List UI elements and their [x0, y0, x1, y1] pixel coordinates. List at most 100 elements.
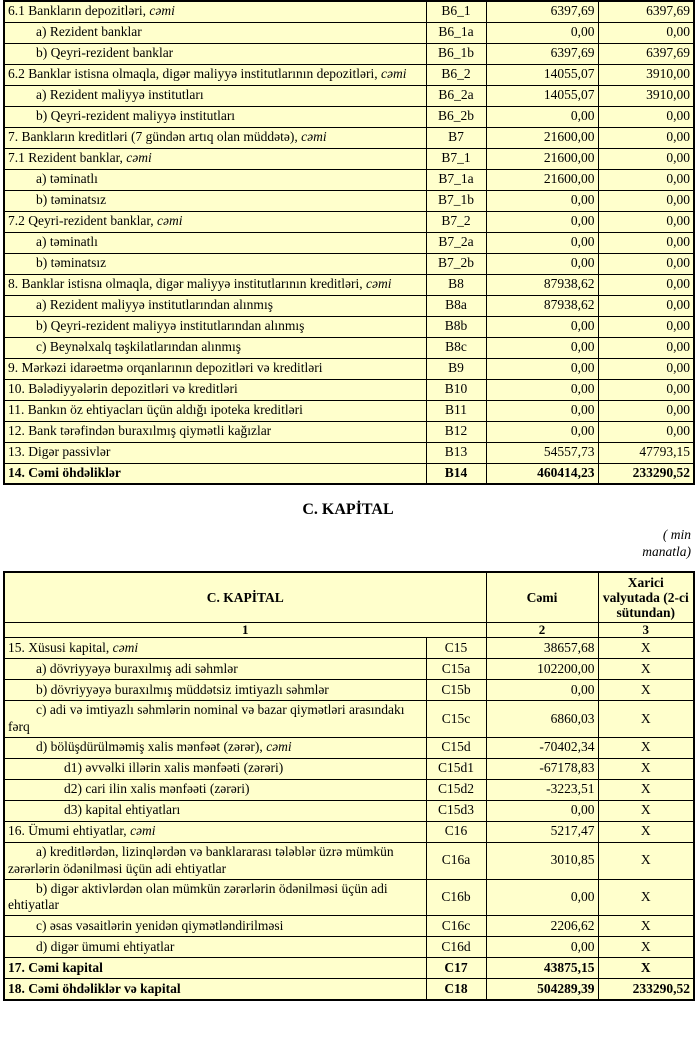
- row-foreign-cell: 6397,69: [597, 0, 695, 23]
- row-code-cell: B11: [425, 399, 487, 422]
- capital-header-title-cell: C. KAPİTAL: [3, 571, 487, 624]
- row-foreign-cell: 0,00: [597, 210, 695, 233]
- row-label-text: 10. Bələdiyyələrin depozitləri və kredit…: [8, 381, 238, 397]
- row-label-text: 18. Cəmi öhdəliklər və kapital: [8, 980, 181, 996]
- row-label-cell: b) Qeyri-rezident maliyyə institutlarınd…: [3, 315, 427, 338]
- table-row: 8. Banklar istisna olmaqla, digər maliyy…: [3, 273, 695, 296]
- row-label-italic-suffix: cəmi: [149, 3, 175, 19]
- row-label-cell: 11. Bankın öz ehtiyacları üçün aldığı ip…: [3, 399, 427, 422]
- row-label-text: a) təminatlı: [36, 171, 98, 187]
- table-row: c) adi və imtiyazlı səhmlərin nominal və…: [3, 700, 695, 738]
- row-code-cell: B6_1a: [425, 21, 487, 44]
- table-row: b) Qeyri-rezident banklar B6_1b 6397,69 639…: [3, 42, 695, 65]
- row-code-cell: B7_2a: [425, 231, 487, 254]
- row-code-cell: C15d3: [425, 799, 487, 822]
- row-foreign-cell: X: [597, 936, 695, 959]
- row-foreign-cell: 233290,52: [597, 462, 695, 485]
- table-row: d1) əvvəlki illərin xalis mənfəəti (zərə…: [3, 757, 695, 780]
- row-label-text: d3) kapital ehtiyatları: [64, 802, 181, 818]
- table-row: b) digər aktivlərdən olan mümkün zərərlə…: [3, 878, 695, 917]
- row-label-italic-suffix: cəmi: [112, 639, 139, 655]
- row-foreign-cell: X: [597, 957, 695, 980]
- row-foreign-cell: X: [597, 700, 695, 738]
- table-row: a) təminatlı B7_1a 21600,00 0,00: [3, 168, 695, 191]
- row-label-text: a) təminatlı: [36, 234, 98, 250]
- table-row: a) təminatlı B7_2a 0,00 0,00: [3, 231, 695, 254]
- row-label-cell: 6.1 Bankların depozitləri, cəmi: [3, 0, 427, 23]
- row-label-cell: c) əsas vəsaitlərin yenidən qiymətləndir…: [3, 915, 427, 938]
- row-label-cell: a) Rezident maliyyə institutlarından alı…: [3, 294, 427, 317]
- row-label-cell: a) Rezident banklar: [3, 21, 427, 44]
- liabilities-table: 6.1 Bankların depozitləri, cəmi B6_1 6397,…: [3, 0, 695, 485]
- row-foreign-cell: X: [597, 778, 695, 801]
- row-label-cell: 15. Xüsusi kapital, cəmi: [3, 637, 427, 660]
- row-foreign-cell: 0,00: [597, 273, 695, 296]
- row-label-text: b) digər aktivlərdən olan mümkün zərərlə…: [8, 880, 388, 913]
- row-total-cell: 21600,00: [485, 126, 599, 149]
- row-label-cell: c) Beynəlxalq təşkilatlarından alınmış: [3, 336, 427, 359]
- row-label-cell: b) Qeyri-rezident banklar: [3, 42, 427, 65]
- row-label-cell: 8. Banklar istisna olmaqla, digər maliyy…: [3, 273, 427, 296]
- row-code-cell: C16d: [425, 936, 487, 959]
- row-total-cell: 38657,68: [485, 637, 599, 660]
- table-row: d3) kapital ehtiyatları C15d3 0,00 X: [3, 799, 695, 822]
- row-code-cell: C15b: [425, 679, 487, 702]
- row-label-cell: 10. Bələdiyyələrin depozitləri və kredit…: [3, 378, 427, 401]
- row-label-text: d) bölüşdürülməmiş xalis mənfəət (zərər)…: [36, 739, 267, 755]
- row-total-cell: 0,00: [485, 679, 599, 702]
- row-foreign-cell: 0,00: [597, 294, 695, 317]
- row-total-cell: 21600,00: [485, 147, 599, 170]
- row-foreign-cell: X: [597, 841, 695, 880]
- row-total-cell: 0,00: [485, 936, 599, 959]
- capital-header-total-cell: Cəmi: [485, 571, 599, 624]
- liabilities-table-body: 6.1 Bankların depozitləri, cəmi B6_1 6397,…: [3, 0, 695, 485]
- row-label-cell: 13. Digər passivlər: [3, 441, 427, 464]
- row-code-cell: B6_1b: [425, 42, 487, 65]
- row-label-text: 6.1 Bankların depozitləri,: [8, 3, 150, 19]
- row-label-text: b) Qeyri-rezident maliyyə institutlarınd…: [36, 318, 305, 334]
- row-code-cell: B8a: [425, 294, 487, 317]
- row-label-text: 6.2 Banklar istisna olmaqla, digər maliy…: [8, 66, 382, 82]
- row-total-cell: 0,00: [485, 799, 599, 822]
- row-total-cell: 0,00: [485, 21, 599, 44]
- row-foreign-cell: 6397,69: [597, 42, 695, 65]
- row-label-text: 8. Banklar istisna olmaqla, digər maliyy…: [8, 276, 367, 292]
- row-label-text: b) təminatsız: [36, 255, 107, 271]
- row-label-text: 9. Mərkəzi idarəetmə orqanlarının depozi…: [8, 360, 323, 376]
- row-label-cell: d) digər ümumi ehtiyatlar: [3, 936, 427, 959]
- row-foreign-cell: 0,00: [597, 231, 695, 254]
- row-label-text: d2) cari ilin xalis mənfəəti (zərəri): [64, 781, 250, 797]
- row-label-italic-suffix: cəmi: [157, 213, 183, 229]
- table-row: 11. Bankın öz ehtiyacları üçün aldığı ip…: [3, 399, 695, 422]
- table-row: c) əsas vəsaitlərin yenidən qiymətləndir…: [3, 915, 695, 938]
- row-label-text: b) Qeyri-rezident maliyyə institutları: [36, 108, 236, 124]
- row-label-text: d1) əvvəlki illərin xalis mənfəəti (zərə…: [64, 760, 284, 776]
- row-label-cell: 16. Ümumi ehtiyatlar, cəmi: [3, 820, 427, 843]
- row-label-text: c) adi və imtiyazlı səhmlərin nominal və…: [8, 702, 405, 734]
- row-label-text: 14. Cəmi öhdəliklər: [8, 464, 121, 480]
- row-total-cell: -3223,51: [485, 778, 599, 801]
- row-label-text: b) dövriyyəyə buraxılmış müddətsiz imtiy…: [36, 681, 329, 697]
- table-row: a) kreditlərdən, lizinqlərdən və banklar…: [3, 841, 695, 880]
- row-label-italic-suffix: cəmi: [266, 739, 292, 755]
- row-label-text: 11. Bankın öz ehtiyacları üçün aldığı ip…: [8, 402, 303, 418]
- row-label-cell: a) kreditlərdən, lizinqlərdən və banklar…: [3, 841, 427, 880]
- row-label-text: 17. Cəmi kapital: [8, 959, 103, 975]
- row-code-cell: B14: [425, 462, 487, 485]
- row-label-cell: d3) kapital ehtiyatları: [3, 799, 427, 822]
- row-total-cell: 0,00: [485, 420, 599, 443]
- row-code-cell: B8: [425, 273, 487, 296]
- row-foreign-cell: X: [597, 757, 695, 780]
- row-label-cell: b) digər aktivlərdən olan mümkün zərərlə…: [3, 878, 427, 917]
- row-code-cell: B8b: [425, 315, 487, 338]
- table-row: a) dövriyyəyə buraxılmış adi səhmlər C15a…: [3, 658, 695, 681]
- row-code-cell: C15d2: [425, 778, 487, 801]
- table-row: a) Rezident maliyyə institutlarından alı…: [3, 294, 695, 317]
- row-label-italic-suffix: cəmi: [381, 66, 407, 82]
- row-code-cell: C16a: [425, 841, 487, 880]
- table-row: 15. Xüsusi kapital, cəmi C15 38657,68 X: [3, 637, 695, 660]
- row-label-cell: b) təminatsız: [3, 252, 427, 275]
- table-row: 7. Bankların kreditləri (7 gündən artıq …: [3, 126, 695, 149]
- row-label-cell: b) dövriyyəyə buraxılmış müddətsiz imtiy…: [3, 679, 427, 702]
